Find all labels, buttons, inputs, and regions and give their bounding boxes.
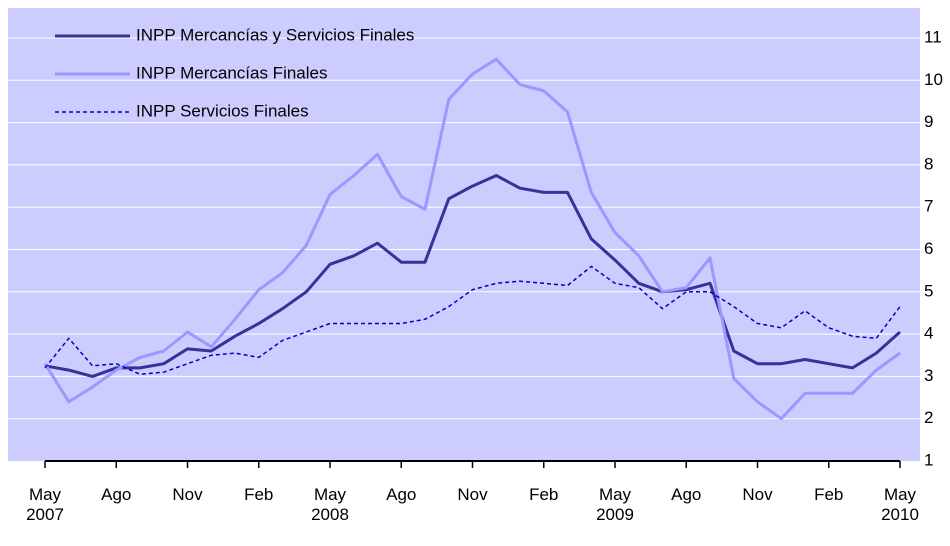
x-tick-label: Nov [742, 485, 773, 504]
series-line [44, 265, 901, 376]
series-line [43, 57, 901, 421]
y-tick-label: 4 [924, 324, 933, 343]
x-tick-label: May 2009 [596, 485, 634, 524]
y-tick-label: 2 [924, 408, 933, 427]
x-tick-label: May 2007 [26, 485, 64, 524]
x-tick-label: Nov [457, 485, 488, 504]
x-tick-label: Feb [529, 485, 559, 504]
x-tick-label: Feb [244, 485, 274, 504]
x-tick-label: Feb [814, 485, 844, 504]
x-tick-label: Nov [172, 485, 203, 504]
y-tick-label: 1 [924, 450, 933, 469]
legend-label: INPP Mercancías y Servicios Finales [136, 25, 414, 44]
y-tick-label: 7 [924, 197, 933, 216]
y-tick-label: 6 [924, 239, 933, 258]
y-tick-label: 3 [924, 366, 933, 385]
series-line [44, 174, 901, 378]
y-tick-label: 8 [924, 154, 933, 173]
x-tick-label: Ago [386, 485, 417, 504]
y-tick-label: 9 [924, 112, 933, 131]
legend-label: INPP Mercancías Finales [136, 63, 327, 82]
y-tick-label: 11 [924, 27, 942, 46]
x-tick-label: Ago [671, 485, 702, 504]
x-tick-label: May 2010 [881, 485, 919, 524]
y-tick-label: 5 [924, 281, 933, 300]
legend-label: INPP Servicios Finales [136, 101, 309, 120]
x-tick-label: May 2008 [311, 485, 349, 524]
x-tick-label: Ago [101, 485, 132, 504]
y-tick-label: 10 [924, 70, 943, 89]
